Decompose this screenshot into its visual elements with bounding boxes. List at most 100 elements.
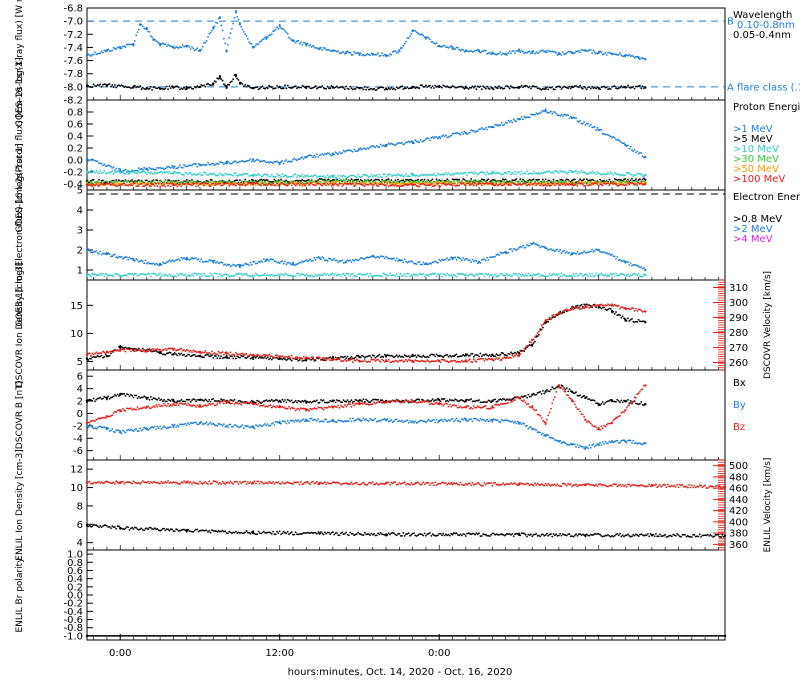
data-point bbox=[321, 85, 323, 87]
data-point bbox=[507, 52, 509, 54]
data-point bbox=[94, 172, 96, 174]
data-point bbox=[187, 173, 189, 175]
data-point bbox=[247, 183, 249, 185]
data-point bbox=[295, 42, 297, 44]
data-point bbox=[232, 78, 234, 80]
data-point bbox=[260, 185, 262, 187]
y-tick-label: 0.4 bbox=[67, 132, 83, 143]
data-point bbox=[149, 88, 151, 90]
data-point bbox=[557, 275, 559, 277]
data-point bbox=[151, 89, 153, 91]
data-point bbox=[238, 183, 240, 185]
data-point bbox=[203, 273, 205, 275]
data-point bbox=[114, 84, 116, 86]
data-point bbox=[172, 184, 174, 186]
data-point bbox=[534, 180, 536, 182]
data-point bbox=[325, 153, 327, 155]
data-point bbox=[218, 163, 220, 165]
data-point bbox=[571, 86, 573, 88]
data-point bbox=[432, 179, 434, 181]
data-point bbox=[409, 176, 411, 178]
data-point bbox=[539, 181, 541, 183]
data-point bbox=[559, 275, 561, 277]
data-point bbox=[199, 276, 201, 278]
data-point bbox=[372, 185, 374, 187]
data-point bbox=[388, 55, 390, 57]
data-point bbox=[297, 182, 299, 184]
data-point bbox=[445, 181, 447, 183]
data-point bbox=[509, 121, 511, 123]
data-point bbox=[628, 184, 630, 186]
data-point bbox=[182, 88, 184, 90]
data-point bbox=[598, 249, 600, 251]
data-point bbox=[585, 124, 587, 126]
data-point bbox=[127, 259, 129, 261]
data-point bbox=[308, 86, 310, 88]
data-point bbox=[133, 170, 135, 172]
data-point bbox=[133, 274, 135, 276]
data-point bbox=[411, 141, 413, 143]
data-point bbox=[332, 259, 334, 261]
data-point bbox=[429, 140, 431, 142]
data-point bbox=[178, 353, 180, 355]
data-point bbox=[538, 52, 540, 54]
data-point bbox=[137, 172, 139, 174]
data-point bbox=[395, 145, 397, 147]
data-point bbox=[99, 184, 101, 186]
data-point bbox=[549, 170, 551, 172]
data-point bbox=[339, 274, 341, 276]
data-point bbox=[220, 25, 222, 27]
data-point bbox=[376, 54, 378, 56]
data-point bbox=[591, 52, 593, 54]
data-point bbox=[272, 162, 274, 164]
data-point bbox=[470, 261, 472, 263]
data-point bbox=[329, 258, 331, 260]
data-point bbox=[582, 123, 584, 125]
data-point bbox=[538, 183, 540, 185]
data-point bbox=[405, 41, 407, 43]
data-point bbox=[115, 179, 117, 181]
data-point bbox=[86, 54, 88, 56]
data-point bbox=[412, 261, 414, 263]
data-point bbox=[510, 248, 512, 250]
data-point bbox=[603, 53, 605, 55]
data-point bbox=[405, 87, 407, 89]
data-point bbox=[500, 183, 502, 185]
data-point bbox=[352, 179, 354, 181]
panel-frame-proton bbox=[87, 100, 725, 190]
data-point bbox=[280, 176, 282, 178]
data-point bbox=[195, 49, 197, 51]
data-point bbox=[141, 88, 143, 90]
data-point bbox=[101, 355, 103, 357]
data-point bbox=[583, 178, 585, 180]
data-point bbox=[290, 182, 292, 184]
data-point bbox=[559, 86, 561, 88]
data-point bbox=[113, 173, 115, 175]
data-point bbox=[544, 247, 546, 249]
data-point bbox=[327, 183, 329, 185]
data-point bbox=[399, 275, 401, 277]
data-point bbox=[388, 275, 390, 277]
data-point bbox=[227, 160, 229, 162]
data-point bbox=[101, 163, 103, 165]
data-point bbox=[276, 27, 278, 29]
data-point bbox=[595, 273, 597, 275]
data-point bbox=[385, 185, 387, 187]
data-point bbox=[252, 159, 254, 161]
data-point bbox=[365, 181, 367, 183]
data-point bbox=[244, 84, 246, 86]
data-point bbox=[567, 87, 569, 89]
data-point bbox=[320, 86, 322, 88]
data-point bbox=[414, 184, 416, 186]
data-point bbox=[582, 88, 584, 90]
data-point bbox=[519, 274, 521, 276]
data-point bbox=[529, 86, 531, 88]
data-point bbox=[94, 52, 96, 54]
data-point bbox=[477, 130, 479, 132]
data-point bbox=[549, 273, 551, 275]
data-point bbox=[619, 87, 621, 89]
data-point bbox=[408, 37, 410, 39]
data-point bbox=[446, 178, 448, 180]
data-point bbox=[632, 86, 634, 88]
data-point bbox=[127, 180, 129, 182]
